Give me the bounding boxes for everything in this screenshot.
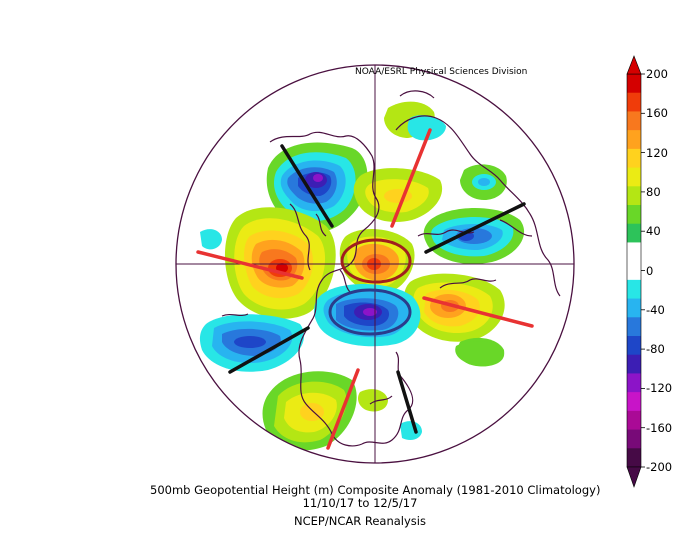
colorbar-swatch (627, 205, 641, 225)
colorbar-swatch (627, 373, 641, 393)
ridge-highlight-oval (340, 238, 412, 284)
caption-source: NCEP/NCAR Reanalysis (294, 514, 426, 528)
colorbar-label: -40 (646, 302, 665, 317)
colorbar-swatch (627, 186, 641, 206)
ridge-axis-atlantic (422, 296, 534, 328)
colorbar-swatch (627, 242, 641, 262)
trough-axis-eurasia (424, 202, 526, 254)
trough-highlight-oval (328, 288, 412, 336)
colorbar-bottom-arrow (626, 466, 642, 488)
colorbar-label: 200 (646, 67, 668, 81)
colorbar-swatch (627, 354, 641, 374)
ridge-axis-west (196, 250, 304, 280)
caption-dates: 11/10/17 to 12/5/17 (302, 496, 418, 510)
trough-alaska (266, 142, 368, 233)
colorbar-swatch (627, 317, 641, 337)
colorbar-top-arrow (626, 55, 642, 75)
trough-pacific (199, 229, 305, 372)
colorbar-label: -200 (646, 460, 673, 474)
colorbar-swatch (627, 111, 641, 131)
colorbar-swatch (627, 410, 641, 430)
ridge-axes (196, 128, 534, 450)
colorbar-swatch (627, 392, 641, 412)
colorbar (626, 73, 645, 468)
colorbar-label: -160 (646, 420, 673, 435)
colorbar-label: -80 (646, 342, 665, 357)
colorbar-swatch (627, 336, 641, 356)
trough-axis-pacific (228, 326, 310, 374)
colorbar-swatch (627, 92, 641, 112)
colorbar-swatch (627, 148, 641, 168)
trough-axis-atlantic (396, 370, 418, 434)
colorbar-label: 160 (646, 106, 668, 121)
colorbar-swatch (627, 429, 641, 449)
colorbar-swatch (627, 223, 641, 243)
colorbar-swatch (627, 448, 641, 468)
colorbar-swatch (627, 130, 641, 150)
ridge-axis-pacific (326, 368, 360, 450)
colorbar-swatch (627, 167, 641, 187)
colorbar-swatch (627, 261, 641, 281)
trough-axis-alaska (280, 144, 334, 228)
map-boundary (175, 64, 575, 464)
caption-title: 500mb Geopotential Height (m) Composite … (150, 483, 601, 497)
colorbar-swatch (627, 298, 641, 318)
ridge-axis-greenland (390, 128, 432, 228)
colorbar-label: 0 (646, 263, 654, 278)
colorbar-label: 80 (646, 184, 661, 199)
colorbar-label: 40 (646, 224, 661, 239)
colorbar-swatch (627, 279, 641, 299)
credit-label: NOAA/ESRL Physical Sciences Division (355, 67, 528, 77)
colorbar-label: 120 (646, 145, 668, 160)
colorbar-swatch (627, 74, 641, 94)
trough-axes (228, 144, 526, 434)
colorbar-label: -120 (646, 381, 673, 396)
